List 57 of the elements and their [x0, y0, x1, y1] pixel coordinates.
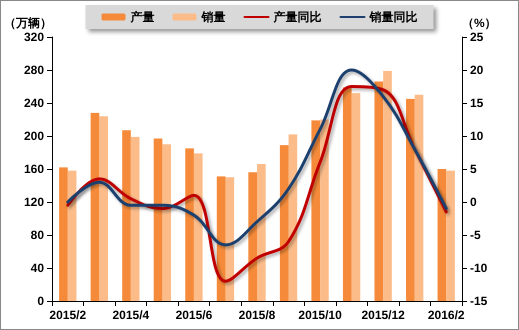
y-tick-label: 200: [24, 129, 44, 143]
x-tick-label: 2015/10: [298, 308, 342, 322]
y2-tick-label: -10: [470, 261, 488, 275]
bar: [446, 170, 455, 301]
y2-tick-label: 25: [470, 30, 484, 44]
bar: [383, 70, 392, 301]
bar: [280, 145, 289, 301]
y-tick-label: 280: [24, 63, 44, 77]
bar: [374, 82, 384, 301]
y2-tick-label: -5: [470, 228, 481, 242]
bar: [99, 116, 108, 301]
bar: [162, 144, 172, 301]
bar: [257, 164, 266, 301]
y-tick-label: 240: [24, 96, 44, 110]
bar: [122, 130, 131, 301]
bar: [288, 134, 298, 301]
legend-label: 销量同比: [368, 10, 418, 24]
x-tick-label: 2015/8: [238, 308, 276, 322]
y2-tick-label: 15: [470, 96, 484, 110]
y-tick-label: 320: [24, 30, 44, 44]
y-tick-label: 0: [37, 294, 44, 308]
bar: [438, 169, 446, 301]
x-tick-label: 2015/6: [176, 308, 213, 322]
bar: [59, 167, 68, 301]
legend-label: 产量同比: [272, 10, 322, 24]
bar: [90, 112, 100, 301]
bar: [185, 148, 194, 301]
legend-label: 产量: [130, 10, 154, 24]
legend-label: 销量: [200, 10, 226, 24]
y-tick-label: 80: [30, 228, 44, 242]
y2-tick-label: -15: [470, 294, 488, 308]
bar: [216, 176, 226, 301]
y2-tick-label: 20: [470, 63, 484, 77]
y-tick-label: 120: [24, 195, 44, 209]
y2-axis-title: （%）: [462, 16, 497, 30]
bar: [414, 94, 424, 301]
x-tick-label: 2015/2: [49, 308, 86, 322]
bar: [320, 120, 329, 301]
line-series: [66, 68, 448, 246]
bar: [68, 170, 76, 301]
x-tick-label: 2015/4: [112, 308, 150, 322]
y-tick-label: 40: [30, 261, 44, 275]
y2-tick-label: 0: [470, 195, 477, 209]
y-tick-label: 160: [24, 162, 44, 176]
y2-tick-label: 5: [470, 162, 477, 176]
y2-tick-label: 10: [470, 129, 484, 143]
bar: [406, 98, 415, 301]
bar: [248, 172, 257, 301]
bar: [225, 177, 234, 301]
bar: [194, 153, 203, 301]
bar: [130, 136, 140, 301]
bar: [154, 138, 162, 301]
x-tick-label: 2015/12: [361, 308, 406, 322]
bar: [352, 93, 360, 301]
y-axis-title: （万辆）: [4, 16, 52, 30]
x-tick-label: 2016/2: [428, 308, 465, 322]
bar: [342, 87, 352, 301]
